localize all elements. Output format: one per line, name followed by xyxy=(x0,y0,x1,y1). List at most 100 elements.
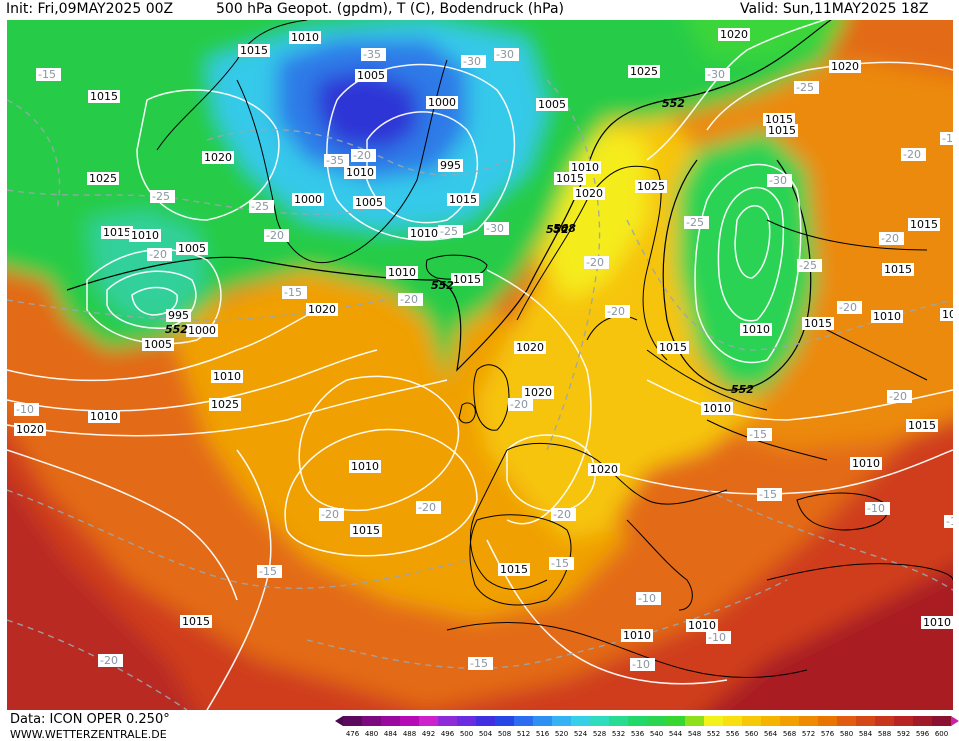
pressure-label: 1000 xyxy=(188,324,216,337)
init-time: Init: Fri,09MAY2025 00Z xyxy=(6,1,174,17)
legend-tick-label: 488 xyxy=(402,730,417,738)
legend-swatch xyxy=(666,716,686,726)
temperature-label: -25 xyxy=(799,259,817,272)
pressure-label-box xyxy=(101,226,133,239)
temperature-label: -25 xyxy=(796,81,814,94)
italy-coast xyxy=(626,519,693,611)
legend-swatch xyxy=(495,716,515,726)
legend-swatch xyxy=(913,716,933,726)
temperature-label: -10 xyxy=(867,502,885,515)
pressure-label: 1010 xyxy=(703,402,731,415)
temperature-label: -25 xyxy=(686,216,704,229)
temperature-label-box xyxy=(797,259,822,272)
temperature-label-box xyxy=(36,68,61,81)
legend-tick-label: 476 xyxy=(345,730,360,738)
temperature-label: -20 xyxy=(586,256,604,269)
temperature-label-box xyxy=(747,428,772,441)
temperature-label-box xyxy=(438,225,463,238)
temperature-label: -15 xyxy=(259,565,277,578)
temperature-label-box xyxy=(147,248,172,261)
temperature-label: -20 xyxy=(553,508,571,521)
temperature-label-box xyxy=(319,508,344,521)
legend-tick-label: 588 xyxy=(877,730,892,738)
temperature-label: -30 xyxy=(496,48,514,61)
data-source: Data: ICON OPER 0.250° xyxy=(10,712,170,727)
pressure-label: 1025 xyxy=(211,398,239,411)
legend-swatch xyxy=(932,716,952,726)
temperature-label: -30 xyxy=(486,222,504,235)
legend-tick-label: 484 xyxy=(383,730,398,738)
pressure-label-box xyxy=(408,227,440,240)
pressure-label-box xyxy=(657,341,689,354)
pressure-label: 1015 xyxy=(103,226,131,239)
pressure-label: 1010 xyxy=(623,629,651,642)
pressure-label: 1015 xyxy=(765,113,793,126)
europe-coast xyxy=(469,442,728,590)
legend-swatch xyxy=(457,716,477,726)
temperature-label-box xyxy=(605,305,630,318)
pressure-label: 1020 xyxy=(575,187,603,200)
temperature-label: -25 xyxy=(440,225,458,238)
legend-tick-label: 568 xyxy=(782,730,797,738)
legend-tick-label: 596 xyxy=(915,730,930,738)
pressure-label-box xyxy=(871,310,903,323)
pressure-label-box xyxy=(628,65,660,78)
pressure-label-box xyxy=(87,172,119,185)
temperature-label-box xyxy=(887,390,912,403)
pressure-label-box xyxy=(180,615,212,628)
legend-tick-label: 564 xyxy=(763,730,778,738)
pressure-label-box xyxy=(906,419,938,432)
temperature-label: -25 xyxy=(152,190,170,203)
pressure-label: 1015 xyxy=(804,317,832,330)
temperature-label-box xyxy=(767,174,792,187)
pressure-label: 1000 xyxy=(294,193,322,206)
contour-552-east xyxy=(662,159,812,391)
pressure-label: 1010 xyxy=(291,31,319,44)
pressure-label-box xyxy=(921,616,953,629)
temperature-label: -15 xyxy=(470,657,488,670)
legend-tick-label: 560 xyxy=(744,730,759,738)
pressure-label-box xyxy=(588,463,620,476)
legend-tick-label: 516 xyxy=(535,730,550,738)
pressure-label-box xyxy=(763,113,795,126)
legend-swatch xyxy=(419,716,439,726)
legend-swatch xyxy=(799,716,819,726)
pressure-label: 1015 xyxy=(908,419,936,432)
pressure-label-box xyxy=(386,266,418,279)
pressure-label: 1010 xyxy=(410,227,438,240)
pressure-label: 1025 xyxy=(630,65,658,78)
pressure-label: 1010 xyxy=(873,310,901,323)
pressure-label: 995 xyxy=(440,159,461,172)
pressure-label-box xyxy=(211,370,243,383)
legend-swatch xyxy=(476,716,496,726)
temperature-label: -15 xyxy=(749,428,767,441)
geopotential-label: 552 xyxy=(165,323,188,336)
temperature-label-box xyxy=(468,657,493,670)
temperature-label-box xyxy=(249,200,274,213)
legend-swatch xyxy=(856,716,876,726)
map-header: Init: Fri,09MAY2025 00Z 500 hPa Geopot. … xyxy=(0,0,959,20)
temperature-label: -15 xyxy=(551,557,569,570)
pressure-label-box xyxy=(209,398,241,411)
legend-swatch xyxy=(590,716,610,726)
pressure-label: 1015 xyxy=(449,193,477,206)
temperature-label: -30 xyxy=(463,55,481,68)
coastlines xyxy=(156,20,953,678)
geopotential-label: 568 xyxy=(553,222,576,235)
legend-swatch xyxy=(628,716,648,726)
temperature-label-box xyxy=(494,48,519,61)
temperature-label-box xyxy=(837,301,862,314)
pressure-label: 1005 xyxy=(144,338,172,351)
legend-swatch xyxy=(438,716,458,726)
pressure-label: 1010 xyxy=(351,460,379,473)
legend-swatch xyxy=(400,716,420,726)
pressure-label-box xyxy=(569,161,601,174)
pressure-label: 1015 xyxy=(942,308,953,321)
legend-swatch xyxy=(685,716,705,726)
temperature-label: -20 xyxy=(100,654,118,667)
temperature-label: -25 xyxy=(251,200,269,213)
pressure-label-box xyxy=(635,180,667,193)
pressure-label-box xyxy=(142,338,174,351)
isobars xyxy=(7,20,953,710)
weather-map: 1010 1015 1015 1020 1025 1015 1010 1005 995 1005 1… xyxy=(7,20,953,710)
